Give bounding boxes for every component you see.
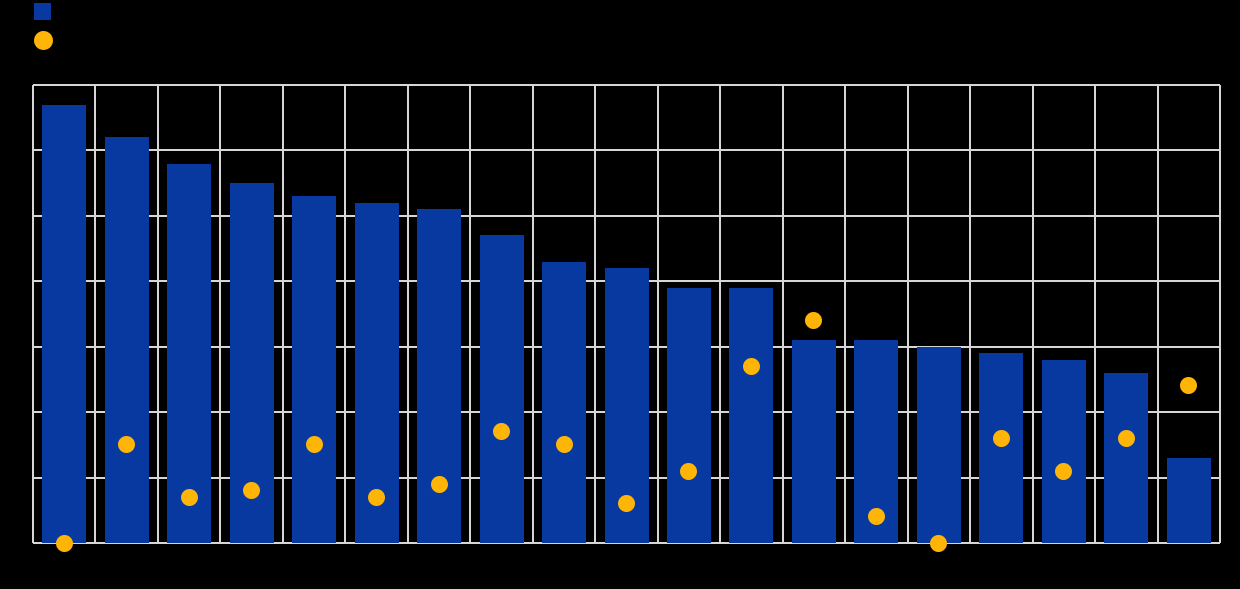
dot-marker (118, 436, 136, 454)
dot-marker (55, 534, 73, 552)
gridline-vertical (156, 85, 159, 543)
dot-marker (1117, 429, 1135, 447)
dot-marker (867, 508, 885, 526)
dot-marker (493, 423, 511, 441)
bar (542, 261, 587, 543)
bar (104, 137, 149, 543)
bar (729, 287, 774, 543)
dot-marker (742, 357, 760, 375)
dot-marker (305, 436, 323, 454)
gridline-vertical (281, 85, 284, 543)
gridline-horizontal (33, 214, 1220, 217)
gridline-horizontal (33, 84, 1220, 86)
dot-series-swatch-icon (34, 31, 53, 50)
bar-series-swatch-icon (34, 3, 51, 20)
dot-marker (180, 488, 198, 506)
bar (354, 202, 399, 543)
bar (417, 209, 462, 543)
dot-marker (992, 429, 1010, 447)
bar (167, 163, 212, 543)
gridline-vertical (531, 85, 534, 543)
bar (1104, 372, 1149, 543)
bar (292, 196, 337, 543)
chart-legend (34, 2, 254, 58)
gridline-vertical (344, 85, 347, 543)
dot-marker (368, 488, 386, 506)
gridline-vertical (906, 85, 909, 543)
gridline-vertical (1219, 85, 1221, 543)
bar (1166, 457, 1211, 543)
bar (479, 235, 524, 543)
gridline-vertical (1031, 85, 1034, 543)
gridline-vertical (469, 85, 472, 543)
bar (42, 104, 87, 543)
legend-item-bars (34, 3, 59, 20)
bar (1041, 359, 1086, 543)
gridline-vertical (1094, 85, 1097, 543)
gridline-vertical (94, 85, 97, 543)
gridline-vertical (594, 85, 597, 543)
gridline-vertical (719, 85, 722, 543)
bar (916, 346, 961, 543)
dot-marker (555, 436, 573, 454)
gridline-vertical (406, 85, 409, 543)
dot-marker (680, 462, 698, 480)
legend-item-dots (34, 31, 61, 50)
gridline-vertical (219, 85, 222, 543)
plot-area (32, 84, 1221, 552)
gridline-horizontal (33, 542, 1220, 544)
gridline-vertical (1156, 85, 1159, 543)
bar (666, 287, 711, 543)
bar (791, 340, 836, 543)
dot-marker (1055, 462, 1073, 480)
gridline-vertical (781, 85, 784, 543)
dot-marker (930, 534, 948, 552)
dot-marker (1180, 377, 1198, 395)
gridline-vertical (32, 85, 34, 543)
dot-marker (243, 482, 261, 500)
gridline-vertical (969, 85, 972, 543)
gridline-vertical (844, 85, 847, 543)
gridline-vertical (656, 85, 659, 543)
dot-marker (805, 312, 823, 330)
gridline-horizontal (33, 149, 1220, 152)
bar (979, 353, 1024, 543)
dot-marker (430, 475, 448, 493)
dot-marker (618, 495, 635, 513)
